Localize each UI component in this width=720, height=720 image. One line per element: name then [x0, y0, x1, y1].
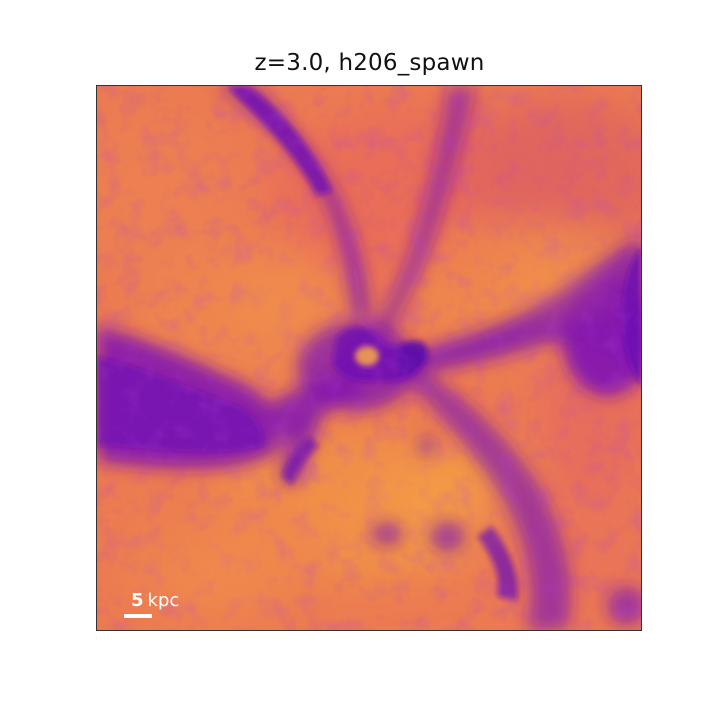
scale-bar-label: 5 kpc: [131, 590, 179, 611]
plot-title: z=3.0, h206_spawn: [254, 50, 485, 76]
scale-bar-unit: kpc: [147, 590, 180, 611]
scale-bar-value: 5: [131, 590, 144, 611]
density-projection: [97, 86, 641, 630]
simulation-image: [96, 85, 642, 631]
scale-bar: [124, 614, 152, 618]
warm-regions: [117, 96, 641, 630]
